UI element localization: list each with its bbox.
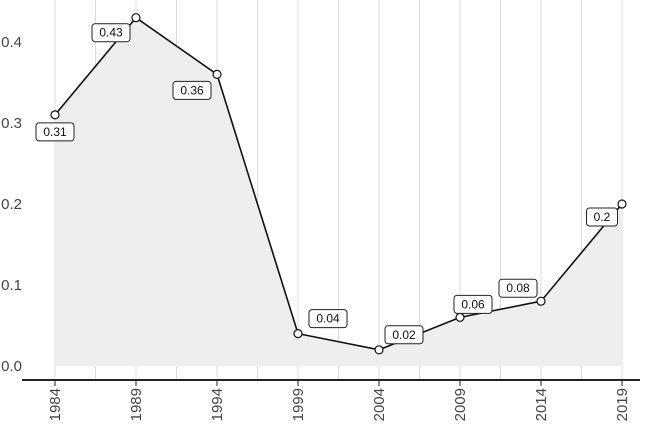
x-tick-label: 2004: [371, 388, 388, 421]
data-label: 0.08: [498, 278, 538, 298]
data-label-text: 0.02: [392, 328, 416, 342]
data-label: 0.31: [35, 122, 75, 142]
data-label-text: 0.06: [461, 297, 485, 311]
data-label-text: 0.43: [99, 26, 123, 40]
data-label-box: [35, 122, 75, 142]
data-point: [536, 296, 546, 306]
data-point: [50, 110, 60, 120]
data-point: [374, 345, 384, 355]
data-label-box: [172, 80, 212, 100]
x-tick-label: 2009: [452, 388, 469, 421]
x-axis: [22, 379, 640, 386]
data-label: 0.43: [91, 23, 131, 43]
data-label-text: 0.04: [316, 312, 340, 326]
y-tick-label: 0.3: [1, 115, 22, 132]
data-label: 0.2: [586, 207, 618, 227]
data-label: 0.36: [172, 80, 212, 100]
data-label-box: [586, 207, 618, 227]
data-label: 0.04: [308, 309, 348, 329]
data-point: [455, 312, 465, 322]
y-axis-tick-labels: 0.0 0.1 0.2 0.3 0.4: [1, 34, 22, 375]
x-axis-tick-labels: 1984 1989 1994 1999 2004 2009 2014 2019: [47, 388, 631, 421]
series-line: [54, 16, 623, 351]
data-label: 0.06: [453, 294, 493, 314]
series-line-layer: [54, 16, 623, 351]
y-tick-label: 0.1: [1, 277, 22, 294]
data-label-text: 0.2: [594, 210, 611, 224]
data-label-box: [308, 309, 348, 329]
area-fill-layer: [55, 17, 622, 366]
data-point: [293, 329, 303, 339]
y-tick-label: 0.0: [1, 358, 22, 375]
data-label: 0.02: [384, 325, 424, 345]
y-tick-label: 0.2: [1, 196, 22, 213]
x-tick-label: 2019: [614, 388, 631, 421]
x-tick-label: 1994: [209, 388, 226, 421]
data-label-box: [91, 23, 131, 43]
data-label-box: [453, 294, 493, 314]
data-label-text: 0.08: [506, 281, 530, 295]
x-tick-label: 1984: [47, 388, 64, 421]
x-tick-label: 2014: [533, 388, 550, 421]
data-label-box: [384, 325, 424, 345]
data-label-box: [498, 278, 538, 298]
data-point: [212, 69, 222, 80]
x-tick-label: 1989: [128, 388, 145, 421]
data-label-text: 0.36: [180, 83, 204, 97]
data-point: [131, 13, 141, 23]
x-tick-label: 1999: [290, 388, 307, 421]
area-fill: [55, 17, 622, 366]
data-points: [50, 13, 627, 355]
data-point: [617, 199, 627, 209]
data-label-text: 0.31: [43, 125, 67, 139]
data-labels: 0.31 0.43 0.36 0.04 0.02 0.06 0.08 0.2: [35, 23, 618, 345]
y-tick-label: 0.4: [1, 34, 22, 51]
